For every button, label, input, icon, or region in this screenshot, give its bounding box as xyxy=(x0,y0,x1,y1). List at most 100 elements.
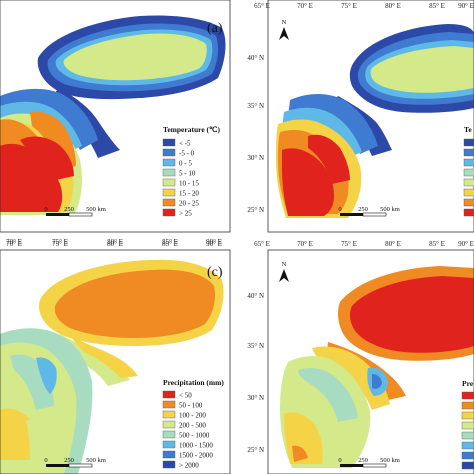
x-tick-label: 85° E xyxy=(429,240,445,248)
legend: Pre xyxy=(461,379,474,470)
legend-swatch xyxy=(162,208,176,217)
panel-label: (a) xyxy=(207,21,223,36)
x-ticks: 70° E 75° E 80° E 85° E 90° E xyxy=(6,238,222,246)
y-tick-label: 25° N xyxy=(247,446,264,454)
scale-label: 250 xyxy=(358,457,368,464)
panel-label: (c) xyxy=(207,265,223,280)
panel-c: 70° E 75° E 80° E 85° E 90° E (c) Precip… xyxy=(0,240,231,474)
y-ticks: 40° N 35° N 30° N 25° N xyxy=(247,54,264,214)
legend-item-label: 100 - 200 xyxy=(179,412,206,420)
y-ticks: 40° N 35° N 30° N 25° N xyxy=(247,292,264,454)
scale-bar: 0 250 500 km xyxy=(338,206,400,217)
legend-swatch xyxy=(461,451,474,460)
panel-b: 65° E 70° E 75° E 80° E 85° E 90° E 40° … xyxy=(247,0,474,233)
legend-swatch xyxy=(162,188,176,197)
legend-swatch xyxy=(162,430,176,439)
x-ticks: 70° E 75° E 80° E 85° E 90° E xyxy=(6,240,222,248)
legend-item-label: 10 - 15 xyxy=(179,180,199,188)
scale-bar: 0 250 500 km xyxy=(44,457,106,468)
legend-title: Pre xyxy=(462,379,474,388)
y-tick-label: 40° N xyxy=(247,292,264,300)
legend-swatch xyxy=(162,168,176,177)
x-tick-label: 75° E xyxy=(52,238,68,246)
legend-swatch xyxy=(162,390,176,399)
legend-item-label: 1500 - 2000 xyxy=(179,452,213,460)
legend-item-label: 1000 - 1500 xyxy=(179,442,213,450)
x-tick-label: 90° E xyxy=(458,2,474,10)
legend-item-label: < 50 xyxy=(179,392,192,400)
x-tick-label: 70° E xyxy=(297,2,313,10)
legend-swatch xyxy=(461,421,474,430)
legend-item-label: > 25 xyxy=(179,210,192,218)
legend-item-label: < -5 xyxy=(179,140,191,148)
x-tick-label: 80° E xyxy=(107,238,123,246)
legend-swatch xyxy=(162,400,176,409)
legend-swatch xyxy=(461,431,474,440)
y-tick-label: 35° N xyxy=(247,102,264,110)
scale-label: 500 km xyxy=(86,206,106,213)
x-ticks: 65° E 70° E 75° E 80° E 85° E 90° E xyxy=(254,240,474,248)
panel-d: 65° E 70° E 75° E 80° E 85° E 90° E 40° … xyxy=(247,240,474,474)
x-tick-label: 80° E xyxy=(385,2,401,10)
legend-swatch xyxy=(463,208,474,217)
y-tick-label: 30° N xyxy=(247,394,264,402)
x-tick-label: 70° E xyxy=(297,240,313,248)
x-tick-label: 80° E xyxy=(385,240,401,248)
scale-label: 250 xyxy=(64,206,74,213)
legend-item-label: 50 - 100 xyxy=(179,402,203,410)
legend-swatch xyxy=(162,460,176,469)
legend-swatch xyxy=(162,198,176,207)
x-tick-label: 75° E xyxy=(52,240,68,248)
legend-item-label: -5 - 0 xyxy=(179,150,195,158)
legend: Precipitation (mm) < 50 50 - 100 100 - 200… xyxy=(162,378,224,470)
legend-swatch xyxy=(463,178,474,187)
north-label: N xyxy=(282,261,287,268)
legend-swatch xyxy=(162,148,176,157)
scale-label: 500 km xyxy=(380,457,400,464)
x-ticks: 65° E 70° E 75° E 80° E 85° E 90° E xyxy=(254,2,474,10)
x-tick-label: 65° E xyxy=(254,2,270,10)
y-tick-label: 40° N xyxy=(247,54,264,62)
legend-swatch xyxy=(162,138,176,147)
x-tick-label: 85° E xyxy=(429,2,445,10)
legend-swatch xyxy=(162,178,176,187)
legend-swatch xyxy=(162,420,176,429)
legend-swatch xyxy=(461,391,474,400)
x-tick-label: 90° E xyxy=(206,238,222,246)
x-tick-label: 90° E xyxy=(206,240,222,248)
x-tick-label: 70° E xyxy=(6,238,22,246)
legend-swatch xyxy=(461,401,474,410)
scale-label: 0 xyxy=(338,206,341,213)
scale-bar: 0 250 500 km xyxy=(338,457,400,468)
panel-a: 70° E 75° E 80° E 85° E 90° E (a) Temper… xyxy=(0,0,231,246)
y-tick-label: 25° N xyxy=(247,206,264,214)
legend-item-label: 0 - 5 xyxy=(179,160,192,168)
legend-swatch xyxy=(461,441,474,450)
legend-swatch xyxy=(461,461,474,470)
scale-label: 250 xyxy=(358,206,368,213)
legend-item-label: 5 - 10 xyxy=(179,170,196,178)
legend-swatch xyxy=(463,148,474,157)
north-arrow-icon: N xyxy=(279,261,289,282)
x-tick-label: 70° E xyxy=(6,240,22,248)
y-tick-label: 35° N xyxy=(247,342,264,350)
legend-item-label: 500 - 1000 xyxy=(179,432,210,440)
legend-item-label: > 2000 xyxy=(179,462,199,470)
scale-label: 0 xyxy=(44,206,47,213)
legend-swatch xyxy=(463,188,474,197)
legend-title: Precipitation (mm) xyxy=(163,378,224,387)
x-tick-label: 75° E xyxy=(341,2,357,10)
scale-label: 500 km xyxy=(380,206,400,213)
legend: Temperature (℃) < -5 -5 - 0 0 - 5 5 - 10 10 … xyxy=(162,125,220,218)
scale-label: 250 xyxy=(64,457,74,464)
legend: Te xyxy=(463,125,474,217)
x-tick-label: 80° E xyxy=(107,240,123,248)
scale-label: 0 xyxy=(338,457,341,464)
scale-bar: 0 250 500 km xyxy=(44,206,106,217)
legend-swatch xyxy=(463,158,474,167)
north-arrow-icon: N xyxy=(279,19,289,40)
x-tick-label: 85° E xyxy=(162,240,178,248)
legend-swatch xyxy=(463,168,474,177)
legend-swatch xyxy=(463,138,474,147)
